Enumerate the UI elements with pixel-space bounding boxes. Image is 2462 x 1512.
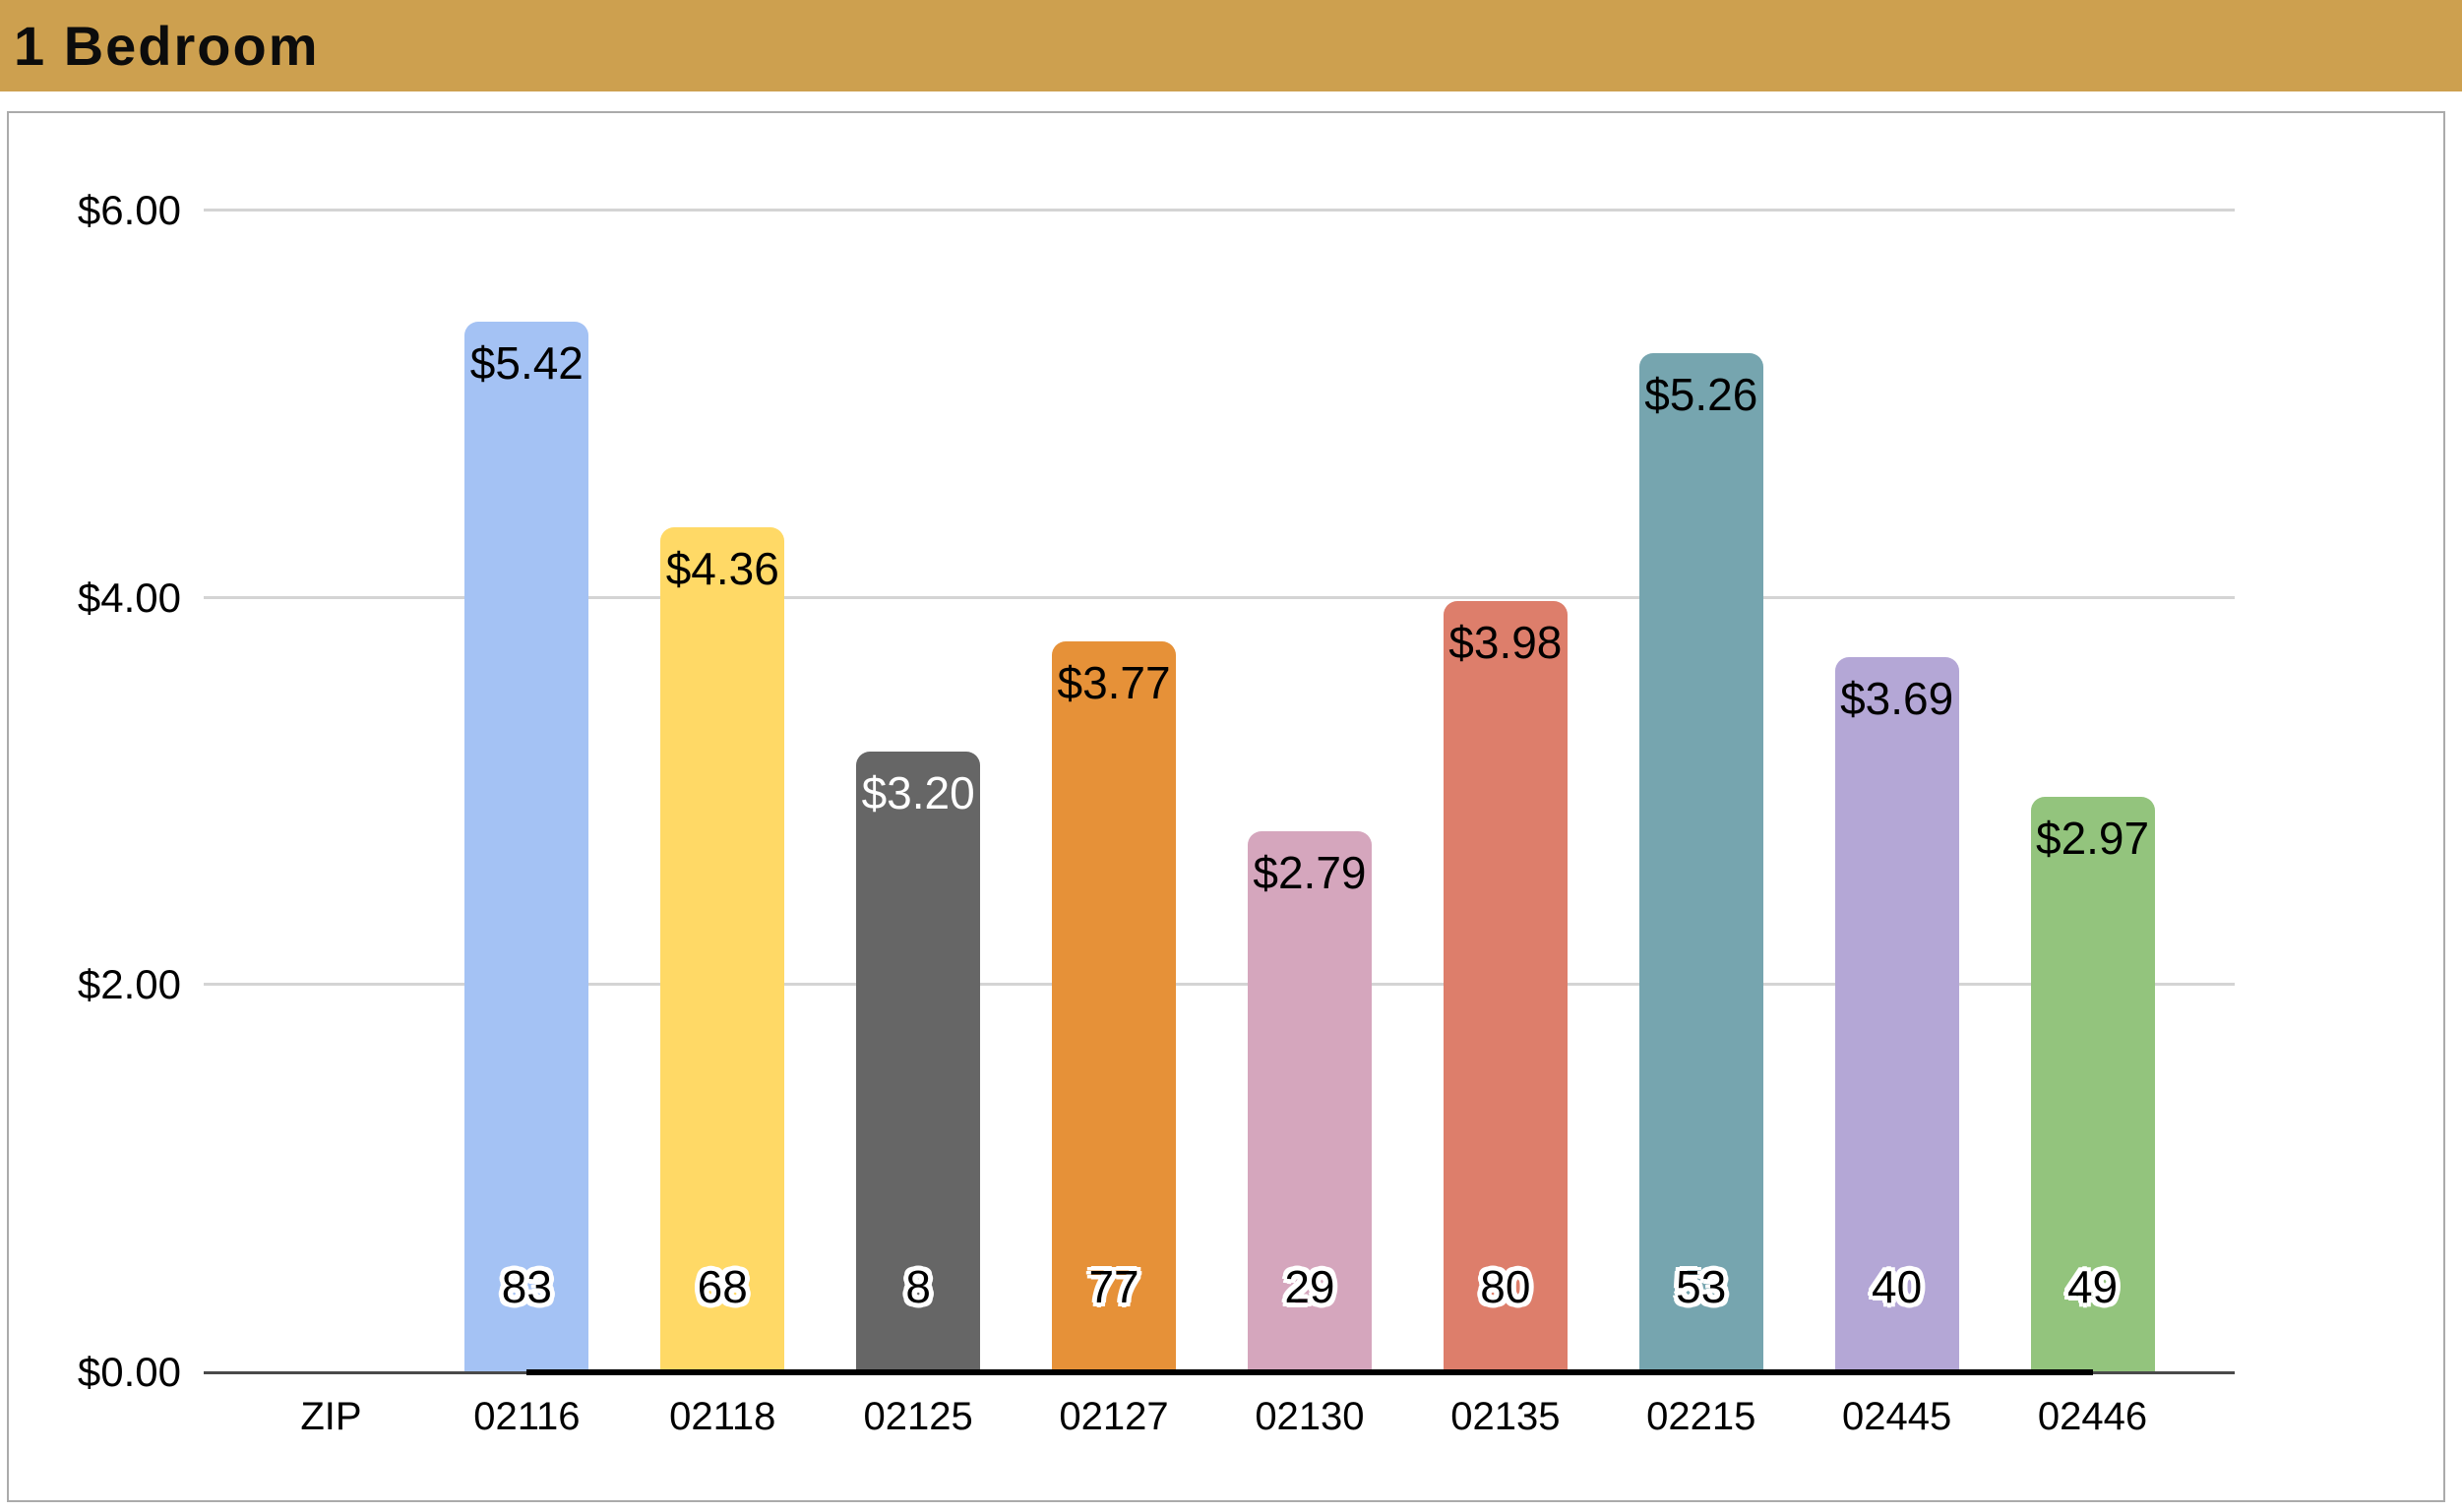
- bar-value-label: $2.97: [2035, 812, 2150, 864]
- bar-02118: $4.36 68: [660, 526, 785, 1371]
- chart-title-bar: 1 Bedroom: [0, 0, 2462, 91]
- x-axis-category-label: 02130: [1255, 1395, 1365, 1438]
- x-axis-category-label: 02125: [863, 1395, 973, 1438]
- bar-value-label: $5.42: [469, 337, 584, 390]
- x-axis-category-label: 02127: [1059, 1395, 1169, 1438]
- bar-value-label: $3.69: [1840, 672, 1954, 724]
- bar-value-label: $3.20: [861, 767, 975, 819]
- bar-count-label: 83: [501, 1260, 552, 1312]
- bar-count-label: 8: [905, 1260, 931, 1312]
- chart-panel: $0.00 $2.00 $4.00 $6.00 ZIP 02116 $5.42 83 02118…: [7, 111, 2445, 1502]
- bar-value-label: $5.26: [1644, 368, 1758, 420]
- bar-value-label: $4.36: [665, 542, 779, 594]
- bar-02135: $3.98 80: [1443, 600, 1568, 1371]
- y-gridline: [204, 983, 2235, 987]
- plot-area: $0.00 $2.00 $4.00 $6.00 ZIP 02116 $5.42 83 02118…: [9, 113, 2443, 1500]
- bar-02125: $3.20 8: [856, 752, 981, 1371]
- chart-title: 1 Bedroom: [14, 15, 320, 77]
- bar-02130: $2.79 29: [1247, 830, 1372, 1371]
- x-axis-category-label: 02116: [473, 1395, 581, 1438]
- x-axis-category-label: 02215: [1646, 1395, 1756, 1438]
- bar-02446: $2.97 49: [2030, 796, 2155, 1371]
- y-gridline: [204, 595, 2235, 599]
- bar-count-label: 68: [697, 1260, 748, 1312]
- bar-count-label: 29: [1284, 1260, 1335, 1312]
- bar-value-label: $3.77: [1057, 657, 1171, 709]
- bar-count-label: 49: [2066, 1260, 2119, 1312]
- bar-count-label: 80: [1480, 1260, 1531, 1312]
- bar-count-label: 53: [1676, 1260, 1727, 1312]
- bar-value-label: $2.79: [1253, 846, 1367, 898]
- y-axis-tick-label: $2.00: [77, 961, 181, 1008]
- x-axis-category-label: ZIP: [300, 1395, 362, 1438]
- y-axis-tick-label: $6.00: [77, 187, 181, 234]
- bar-count-label: 40: [1872, 1260, 1923, 1312]
- bar-count-label: 77: [1088, 1260, 1139, 1312]
- x-axis-heavy-segment: [526, 1369, 2093, 1375]
- x-axis-category-label: 02445: [1842, 1395, 1952, 1438]
- bar-value-label: $3.98: [1448, 616, 1563, 668]
- bar-02215: $5.26 53: [1638, 352, 1763, 1371]
- y-axis-tick-label: $0.00: [77, 1349, 181, 1395]
- bar-02127: $3.77 77: [1052, 641, 1177, 1371]
- bar-02445: $3.69 40: [1834, 656, 1959, 1371]
- bar-02116: $5.42 83: [464, 322, 589, 1371]
- y-axis-tick-label: $4.00: [77, 574, 181, 621]
- x-axis-category-label: 02118: [669, 1395, 776, 1438]
- x-axis-category-label: 02446: [2037, 1395, 2148, 1438]
- y-gridline: [204, 209, 2235, 212]
- x-axis-category-label: 02135: [1450, 1395, 1561, 1438]
